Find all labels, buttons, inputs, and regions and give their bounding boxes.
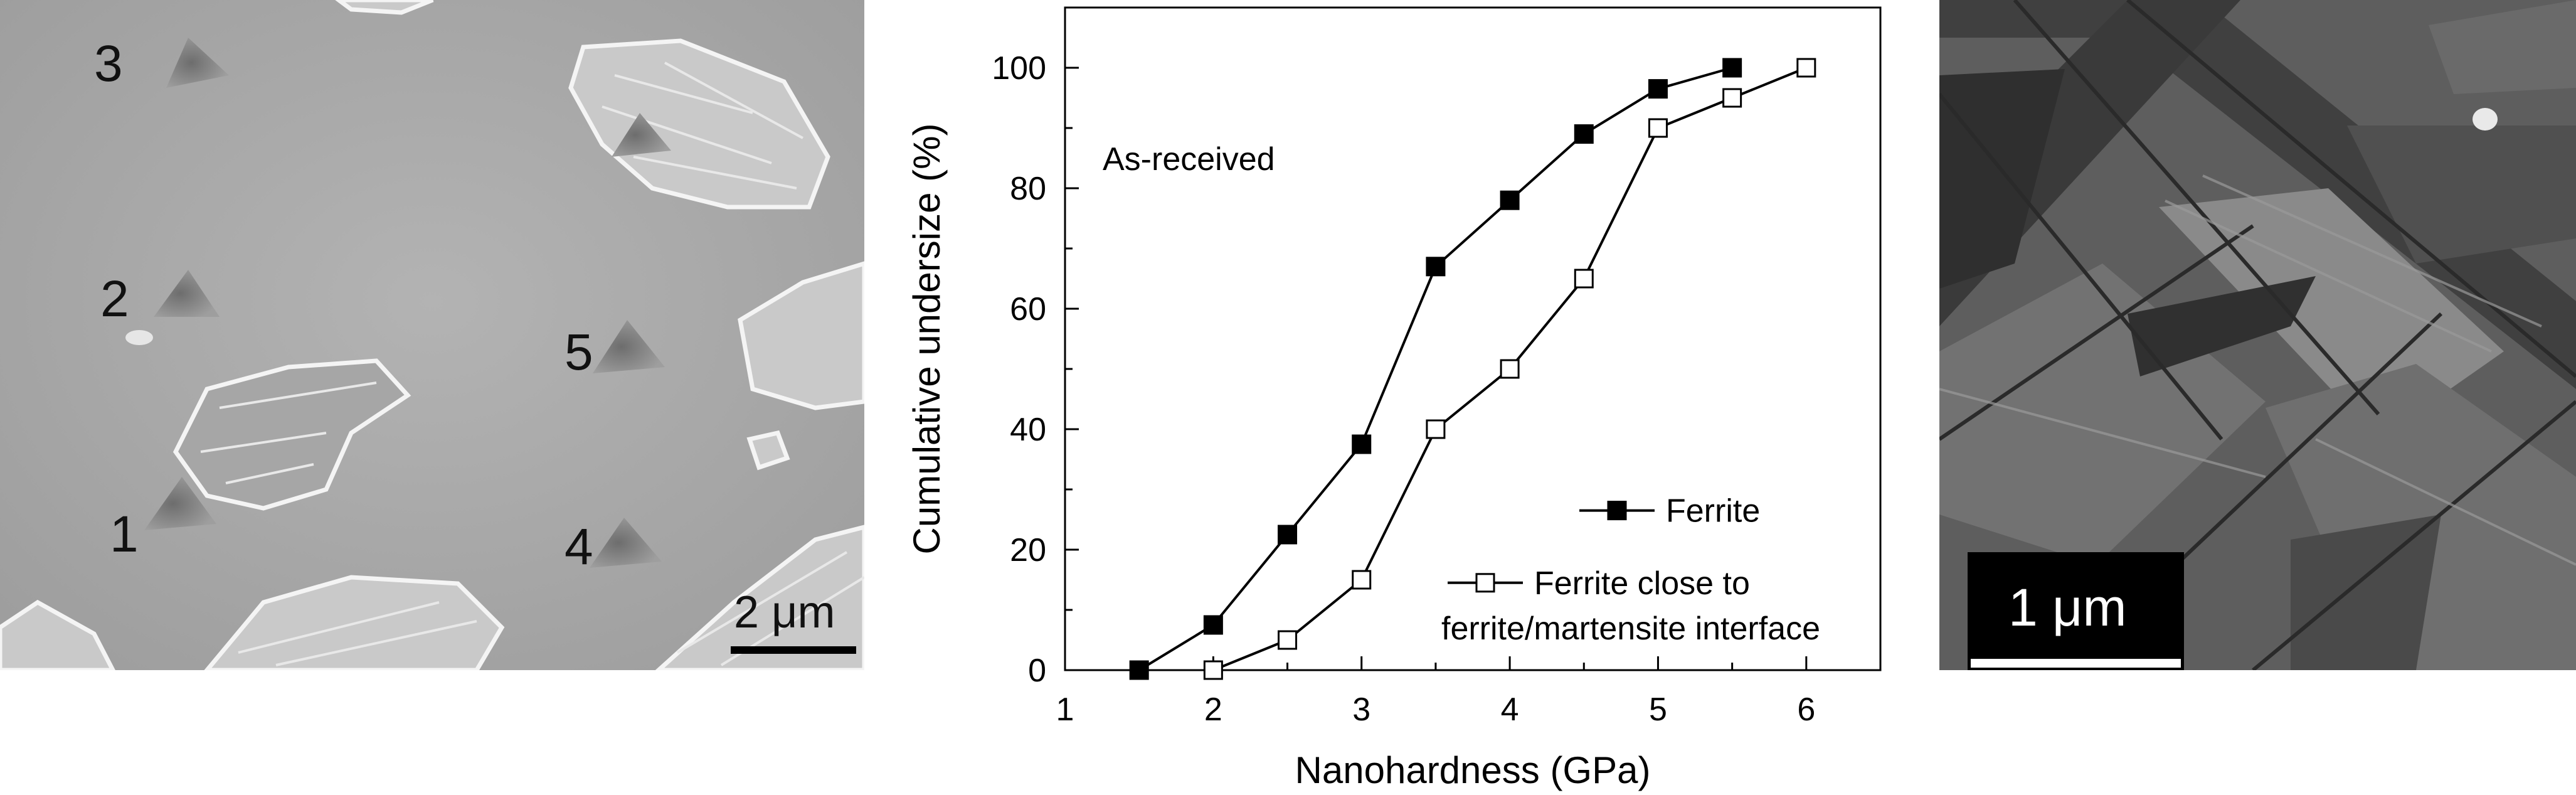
- y-tick-label: 40: [1010, 412, 1046, 448]
- x-tick-label: 6: [1797, 691, 1815, 728]
- series-1-point: [1352, 434, 1372, 454]
- indent-label-3: 3: [94, 35, 123, 92]
- chart-annotation: As-received: [1103, 141, 1275, 178]
- series-2-point: [1796, 58, 1816, 78]
- series-2-point: [1352, 570, 1372, 590]
- lath-boundaries: [1939, 0, 2576, 670]
- y-tick-label: 60: [1010, 291, 1046, 328]
- y-tick-label: 100: [992, 50, 1046, 87]
- x-tick-label: 5: [1649, 691, 1667, 728]
- indent-marks: [144, 38, 671, 568]
- series-1-point: [1574, 124, 1594, 144]
- x-tick-label: 4: [1501, 691, 1519, 728]
- series-2-point: [1203, 660, 1223, 680]
- series-layer: [1129, 58, 1816, 680]
- series-1-point: [1500, 190, 1520, 210]
- indent-label-4: 4: [564, 518, 593, 575]
- series-2-point: [1278, 630, 1298, 650]
- lath-structure: [1939, 0, 2576, 670]
- series-2-point: [1574, 269, 1594, 289]
- series-1-point: [1722, 58, 1742, 78]
- y-axis: 0 20 40 60 80 100: [992, 50, 1079, 689]
- series-1-point: [1278, 525, 1298, 545]
- x-tick-label: 1: [1056, 691, 1074, 728]
- y-tick-label: 80: [1010, 171, 1046, 207]
- tem-micrograph: 1 μm: [1939, 0, 2576, 670]
- legend-label-2-line-2: ferrite/martensite interface: [1441, 611, 1820, 647]
- sem-micrograph: 3 2 1 5 4 2 μm: [0, 0, 864, 670]
- tem-scale-bar-label: 1 μm: [2008, 578, 2127, 637]
- series-1-point: [1426, 257, 1446, 277]
- sem-scale-bar: [731, 646, 856, 654]
- y-axis-label: Cumulative undersize (%): [906, 124, 948, 555]
- series-2-point: [1648, 118, 1668, 138]
- legend-label-1: Ferrite: [1666, 493, 1760, 530]
- x-tick-label: 2: [1204, 691, 1222, 728]
- indent-label-2: 2: [100, 270, 129, 328]
- indent-label-5: 5: [564, 324, 593, 381]
- series-2-point: [1500, 359, 1520, 379]
- y-tick-label: 0: [1028, 653, 1046, 689]
- series-2-point: [1722, 88, 1742, 108]
- x-axis-label: Nanohardness (GPa): [1295, 749, 1651, 791]
- plot-frame: [1064, 6, 1882, 671]
- legend-marker-1: [1607, 501, 1627, 521]
- island-texture: [200, 61, 864, 666]
- tem-scale-bar: [1971, 659, 2181, 668]
- sem-image: [0, 0, 864, 670]
- legend-marker-2: [1475, 573, 1495, 593]
- series-1-point: [1648, 79, 1668, 99]
- y-tick-label: 20: [1010, 532, 1046, 568]
- sem-scale-bar-label: 2 μm: [734, 587, 835, 638]
- x-tick-label: 3: [1352, 691, 1370, 728]
- series-1-point: [1129, 660, 1149, 680]
- series-1-point: [1203, 615, 1223, 635]
- martensite-islands: [0, 0, 864, 670]
- indent-label-1: 1: [110, 506, 139, 563]
- chart-legend: Ferrite Ferrite close to ferrite/martensit…: [1441, 493, 1820, 647]
- tem-scale-bar-box: [1968, 552, 2184, 670]
- hardness-chart-panel: 1 2 3 4 5 6 0 20 40 60 80 100 As-received Nanohard…: [864, 0, 1939, 795]
- series-2-point: [1426, 419, 1446, 439]
- x-axis: 1 2 3 4 5 6: [1056, 656, 1815, 728]
- hardness-chart: 1 2 3 4 5 6 0 20 40 60 80 100 As-received Nanohard…: [906, 6, 1882, 791]
- legend-label-2: Ferrite close to: [1534, 565, 1750, 602]
